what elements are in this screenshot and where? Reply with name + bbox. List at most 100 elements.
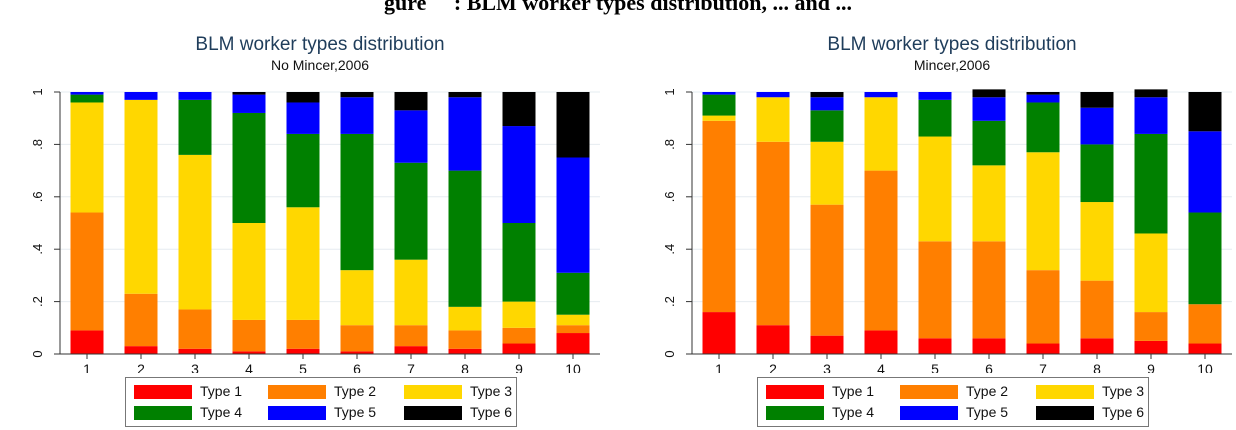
bar-segment-type-2 (394, 325, 428, 347)
x-tick-label: 4 (245, 361, 253, 373)
legend-swatch (1036, 385, 1094, 399)
bar-segment-type-1 (448, 348, 482, 354)
legend: Type 1 Type 2 Type 3 Type 4 Type 5 Type 6 (125, 377, 517, 427)
bar-segment-type-1 (70, 330, 104, 354)
bar-segment-type-5 (232, 94, 266, 113)
bar-segment-type-4 (340, 133, 374, 271)
bar-segment-type-2 (1026, 270, 1060, 344)
bar-segment-type-3 (502, 301, 536, 328)
bar-segment-type-3 (1026, 152, 1060, 271)
bar-segment-type-4 (1080, 144, 1114, 203)
bar-segment-type-5 (448, 97, 482, 171)
bar-segment-type-2 (178, 309, 212, 349)
legend-swatch (268, 406, 326, 420)
bar-segment-type-5 (394, 110, 428, 163)
bar-segment-type-1 (1188, 343, 1222, 354)
y-tick-label: 1 (30, 88, 45, 95)
bar-segment-type-5 (70, 92, 104, 95)
bar-segment-type-5 (502, 126, 536, 223)
page-heading: gure : BLM worker types distribution, ..… (384, 0, 852, 15)
x-tick-label: 10 (565, 361, 581, 373)
bar-segment-type-5 (1188, 131, 1222, 213)
bar-segment-type-2 (972, 241, 1006, 339)
bar-segment-type-2 (502, 327, 536, 344)
legend-label: Type 2 (966, 383, 1009, 399)
legend-swatch (268, 385, 326, 399)
bar-segment-type-1 (502, 343, 536, 354)
bar-segment-type-2 (340, 325, 374, 352)
bar-segment-type-6 (340, 92, 374, 98)
x-tick-label: 9 (1147, 361, 1155, 373)
bar-segment-type-2 (286, 319, 320, 349)
bar-segment-type-2 (810, 204, 844, 336)
x-tick-label: 1 (715, 361, 723, 373)
chart-svg: BLM worker types distribution Mincer,200… (662, 34, 1232, 373)
bar-segment-type-3 (756, 97, 790, 142)
bar-segment-type-2 (702, 120, 736, 313)
legend-label: Type 4 (200, 404, 243, 420)
legend-label: Type 5 (966, 404, 1009, 420)
legend-label: Type 3 (1102, 383, 1145, 399)
y-tick-label: .2 (30, 296, 45, 307)
x-tick-label: 9 (515, 361, 523, 373)
bar-segment-type-1 (972, 338, 1006, 354)
bar-segment-type-4 (810, 110, 844, 142)
legend-label: Type 1 (200, 383, 243, 399)
bar-segment-type-3 (918, 136, 952, 242)
bar-segment-type-1 (394, 346, 428, 354)
bar-segment-type-3 (124, 99, 158, 294)
bar-segment-type-4 (448, 170, 482, 307)
bar-segment-type-5 (864, 92, 898, 98)
x-tick-label: 1 (83, 361, 91, 373)
bar-segment-type-1 (702, 312, 736, 354)
bar-segment-type-1 (1026, 343, 1060, 354)
chart-title: BLM worker types distribution (195, 34, 444, 55)
x-tick-label: 2 (769, 361, 777, 373)
bar-segment-type-6 (502, 92, 536, 127)
bar-segment-type-1 (756, 325, 790, 354)
bar-segment-type-5 (810, 97, 844, 111)
bar-segment-type-5 (178, 92, 212, 100)
bar-segment-type-6 (286, 92, 320, 103)
bar-segment-type-1 (340, 351, 374, 354)
y-tick-label: .8 (662, 139, 677, 150)
x-tick-label: 2 (137, 361, 145, 373)
y-tick-label: .2 (662, 296, 677, 307)
plot-area: 0 .2 .4 .6 .8 1 1 2 3 4 5 6 7 8 9 10 (30, 88, 600, 373)
x-tick-label: 6 (353, 361, 361, 373)
bar-segment-type-2 (124, 293, 158, 347)
x-tick-label: 3 (823, 361, 831, 373)
legend-label: Type 2 (334, 383, 377, 399)
legend-label: Type 1 (832, 383, 875, 399)
legend-swatch (900, 406, 958, 420)
legend-swatch (766, 385, 824, 399)
bar-segment-type-5 (340, 97, 374, 134)
chart-subtitle: Mincer,2006 (914, 57, 990, 73)
x-tick-label: 5 (299, 361, 307, 373)
bar-segment-type-4 (502, 223, 536, 302)
bar-segment-type-1 (232, 351, 266, 354)
bar-segment-type-4 (556, 272, 590, 315)
legend-label: Type 3 (470, 383, 513, 399)
bar-segment-type-3 (70, 102, 104, 213)
bar-segment-type-5 (1134, 97, 1168, 134)
y-tick-label: 0 (662, 350, 677, 357)
x-tick-label: 7 (1039, 361, 1047, 373)
x-tick-label: 8 (461, 361, 469, 373)
legend-swatch (766, 406, 824, 420)
bar-segment-type-3 (864, 97, 898, 171)
chart-panel-mincer: BLM worker types distribution Mincer,200… (642, 28, 1236, 430)
x-tick-label: 8 (1093, 361, 1101, 373)
bar-segment-type-2 (232, 319, 266, 352)
legend-label: Type 6 (470, 404, 513, 420)
legend-swatch (900, 385, 958, 399)
y-tick-label: .6 (662, 191, 677, 202)
bar-segment-type-1 (1080, 338, 1114, 354)
bar-segment-type-1 (178, 348, 212, 354)
bar-segment-type-3 (1134, 233, 1168, 313)
bar-segment-type-5 (972, 97, 1006, 121)
bar-segment-type-3 (232, 223, 266, 320)
x-tick-label: 7 (407, 361, 415, 373)
bar-segment-type-6 (1134, 89, 1168, 98)
y-tick-label: 1 (662, 88, 677, 95)
